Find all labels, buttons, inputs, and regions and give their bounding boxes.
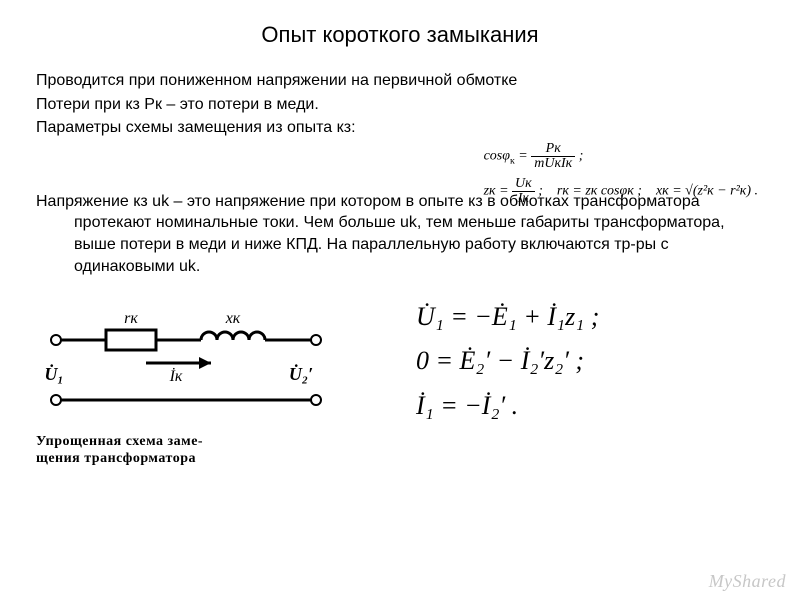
- equation-1: U̇₁ = −Ė₁ + İ₁z₁ ;: [416, 295, 764, 339]
- x-label: xк: [225, 310, 241, 327]
- i-label: İк: [169, 367, 183, 385]
- formula-4: xк = √(z²к − r²к) .: [656, 184, 758, 199]
- diagram-caption: Упрощенная схема заме- щения трансформат…: [36, 434, 356, 468]
- paragraph-1: Проводится при пониженном напряжении на …: [36, 70, 764, 92]
- document-page: Опыт короткого замыкания Проводится при …: [0, 0, 800, 600]
- watermark: MyShared: [709, 571, 786, 592]
- formula-block: cosφк = PкmUкIк ; zк = UкIк ; rк = zк co…: [484, 142, 758, 206]
- r-label: rк: [124, 310, 138, 327]
- equation-block: U̇₁ = −Ė₁ + İ₁z₁ ; 0 = Ė₂′ − İ₂′z₂′ ; İ₁…: [356, 295, 764, 428]
- formula-1: cosφк = PкmUкIк ;: [484, 142, 758, 171]
- u1-label: U̇₁: [44, 363, 63, 384]
- circuit-diagram: rк xк İк U̇₁ U̇₂′ Упрощенная схема заме-…: [36, 295, 356, 468]
- page-title: Опыт короткого замыкания: [36, 22, 764, 48]
- lower-row: rк xк İк U̇₁ U̇₂′ Упрощенная схема заме-…: [36, 295, 764, 468]
- circuit-svg: rк xк İк U̇₁ U̇₂′: [36, 295, 336, 425]
- equation-2: 0 = Ė₂′ − İ₂′z₂′ ;: [416, 339, 764, 383]
- equation-3: İ₁ = −İ₂′ .: [416, 384, 764, 428]
- formula-row-2: zк = UкIк ; rк = zк cosφк ; xк = √(z²к −…: [484, 177, 758, 206]
- paragraph-2: Потери при кз Pк – это потери в меди.: [36, 94, 764, 116]
- formula-3: rк = zк cosφк ;: [557, 184, 642, 199]
- paragraph-3: Параметры схемы замещения из опыта кз:: [36, 117, 764, 139]
- u2-label: U̇₂′: [289, 363, 313, 384]
